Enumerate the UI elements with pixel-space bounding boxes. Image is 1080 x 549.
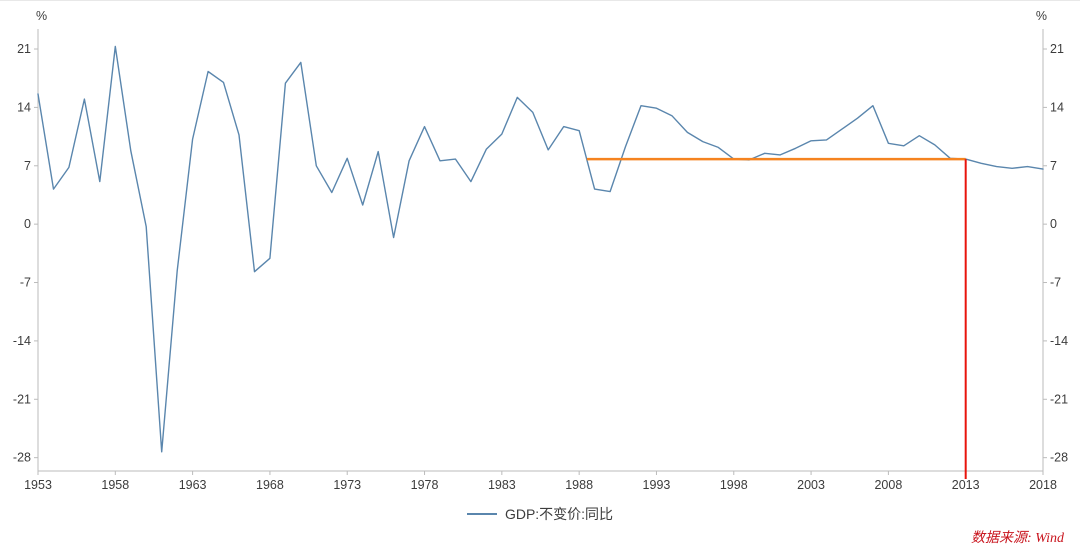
y-tick-label-left: -14	[13, 334, 31, 348]
legend-label: GDP:不变价:同比	[504, 506, 614, 522]
x-tick-label: 2003	[797, 478, 825, 492]
legend-line-swatch	[466, 513, 497, 515]
y-tick-label-right: -28	[1050, 451, 1068, 465]
y-tick-label-left: 21	[17, 42, 31, 56]
y-tick-label-left: -28	[13, 451, 31, 465]
y-tick-label-left: -21	[13, 392, 31, 406]
x-tick-label: 2013	[952, 478, 980, 492]
x-tick-label: 1968	[256, 478, 284, 492]
x-tick-label: 1953	[24, 478, 52, 492]
y-axis-unit-right: %	[1036, 9, 1047, 23]
y-tick-label-right: -14	[1050, 334, 1068, 348]
x-tick-label: 1983	[488, 478, 516, 492]
y-tick-label-right: 21	[1050, 42, 1064, 56]
y-tick-label-left: 14	[17, 100, 31, 114]
data-source-label: 数据来源: Wind	[971, 531, 1064, 546]
x-tick-label: 1998	[720, 478, 748, 492]
y-tick-label-left: 0	[24, 217, 31, 231]
gdp-line	[37, 45, 1044, 453]
legend: GDP:不变价:同比	[0, 504, 1080, 524]
y-tick-label-right: 14	[1050, 100, 1064, 114]
x-tick-label: 2008	[874, 478, 902, 492]
x-tick-label: 1963	[179, 478, 207, 492]
x-tick-label: 1988	[565, 478, 593, 492]
y-tick-label-right: -7	[1050, 276, 1061, 290]
y-tick-label-right: 7	[1050, 159, 1057, 173]
y-tick-label-right: -21	[1050, 392, 1068, 406]
y-tick-label-left: -7	[20, 276, 31, 290]
x-tick-label: 2018	[1029, 478, 1057, 492]
y-axis-unit-left: %	[36, 9, 47, 23]
x-tick-label: 1993	[643, 478, 671, 492]
y-tick-label-left: 7	[24, 159, 31, 173]
x-tick-label: 1978	[411, 478, 439, 492]
y-tick-label-right: 0	[1050, 217, 1057, 231]
x-tick-label: 1958	[101, 478, 129, 492]
x-tick-label: 1973	[333, 478, 361, 492]
